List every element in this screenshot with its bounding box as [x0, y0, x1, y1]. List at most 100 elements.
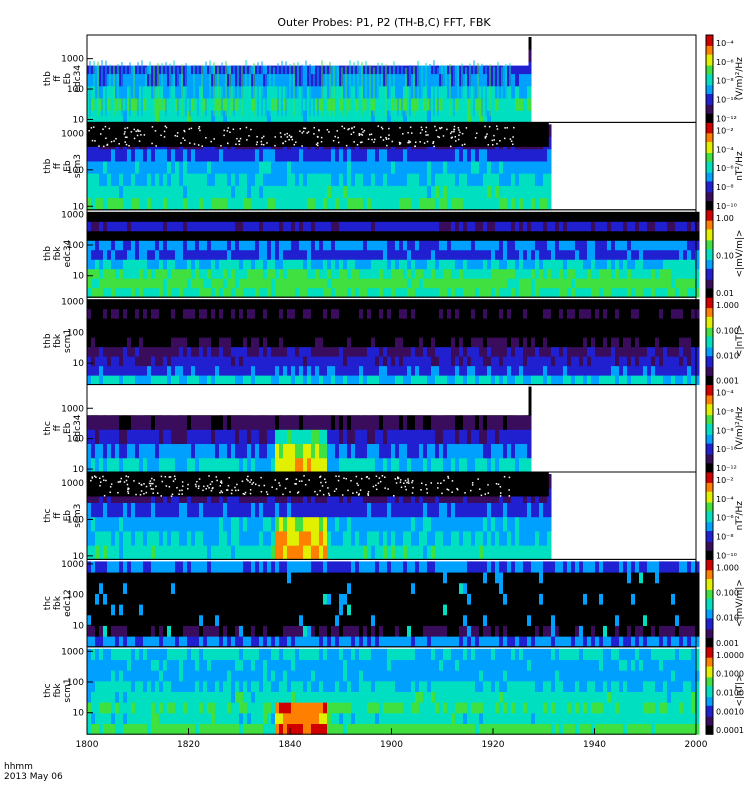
spectrogram-cell — [683, 221, 688, 232]
spectrogram-cell — [191, 161, 196, 174]
spectrogram-cell — [463, 173, 468, 186]
spectrogram-cell — [115, 230, 120, 241]
spectrogram-cell — [151, 268, 156, 279]
spectrogram-cell — [131, 375, 136, 386]
spectrogram-cell — [303, 327, 308, 338]
spectrogram-cell — [203, 337, 208, 348]
spectrogram-cell — [219, 211, 224, 222]
spectrogram-cell — [279, 85, 284, 99]
spectrogram-cell — [695, 308, 700, 319]
spectrogram-cell — [499, 287, 504, 298]
spectrogram-cell — [499, 98, 504, 111]
spectrogram-cell — [167, 259, 172, 270]
spectrogram-cell — [187, 240, 192, 251]
spectrogram-cell — [627, 375, 632, 386]
noise-dot — [282, 142, 284, 144]
spectrogram-cell — [447, 98, 452, 111]
spectrogram-cell — [495, 346, 500, 357]
spectrogram-cell — [115, 415, 120, 430]
spectrogram-cell — [347, 249, 352, 260]
spectrogram-cell — [159, 278, 164, 289]
spectrogram-cell — [247, 110, 252, 123]
spectrogram-cell — [263, 365, 268, 376]
spectrogram-cell — [159, 61, 164, 75]
spectrogram-cell — [659, 365, 664, 376]
spectrogram-cell — [147, 337, 152, 348]
spectrogram-cell — [199, 161, 204, 174]
spectrogram-cell — [679, 230, 684, 241]
spectrogram-cell — [243, 197, 248, 211]
colorbar-segment — [706, 59, 713, 62]
spectrogram-cell — [503, 110, 508, 123]
spectrogram-cell — [499, 240, 504, 251]
spectrogram-cell — [379, 287, 384, 298]
panel-ylabel: thbfbkedc34 — [43, 239, 73, 267]
spectrogram-cell — [323, 61, 328, 75]
spectrogram-cell — [687, 375, 692, 386]
spectrogram-cell — [395, 346, 400, 357]
colorbar-segment — [706, 87, 713, 91]
spectrogram-cell — [471, 259, 476, 270]
spectrogram-cell — [199, 318, 204, 329]
spectrogram-cell — [431, 365, 436, 376]
spectrogram-cell — [175, 356, 180, 367]
spectrogram-cell — [315, 221, 320, 232]
spectrogram-cell — [475, 299, 480, 310]
spectrogram-cell — [467, 318, 472, 329]
spectrogram-cell — [655, 240, 660, 251]
spectrogram-cell — [639, 249, 644, 260]
spectrogram-cell — [359, 161, 364, 174]
spectrogram-cell — [443, 318, 448, 329]
spectrogram-cell — [651, 375, 656, 386]
spectrogram-cell — [507, 161, 512, 174]
spectrogram-cell — [87, 110, 92, 123]
spectrogram-cell — [615, 259, 620, 270]
spectrogram-cell — [335, 110, 340, 123]
spectrogram-cell — [427, 346, 432, 357]
noise-dot — [182, 137, 184, 139]
spectrogram-cell — [331, 337, 336, 348]
spectrogram-cell — [583, 240, 588, 251]
spectrogram-cell — [307, 318, 312, 329]
noise-dot — [220, 145, 222, 147]
spectrogram-cell — [527, 148, 532, 162]
spectrogram-cell — [111, 110, 116, 123]
spectrogram-cell — [507, 375, 512, 386]
spectrogram-cell — [135, 185, 140, 199]
spectrogram-cell — [295, 221, 300, 232]
spectrogram-cell — [219, 61, 224, 75]
spectrogram-cell — [323, 268, 328, 279]
noise-dot — [352, 131, 355, 134]
spectrogram-cell — [199, 230, 204, 241]
spectrogram-cell — [319, 98, 324, 111]
spectrogram-cell — [263, 287, 268, 298]
spectrogram-cell — [207, 337, 212, 348]
spectrogram-cell — [319, 110, 324, 123]
spectrogram-cell — [111, 230, 116, 241]
spectrogram-cell — [87, 230, 92, 241]
spectrogram-cell — [355, 161, 360, 174]
spectrogram-cell — [211, 249, 216, 260]
spectrogram-cell — [359, 356, 364, 367]
spectrogram-cell — [411, 278, 416, 289]
spectrogram-cell — [351, 110, 356, 123]
spectrogram-cell — [103, 148, 108, 162]
spectrogram-cell — [227, 221, 232, 232]
spectrogram-cell — [299, 211, 304, 222]
spectrogram-cell — [359, 240, 364, 251]
spectrogram-cell — [299, 173, 304, 186]
noise-dot — [459, 131, 461, 134]
spectrogram-cell — [367, 249, 372, 260]
spectrogram-cell — [483, 318, 488, 329]
spectrogram-cell — [131, 240, 136, 251]
spectrogram-cell — [287, 211, 292, 222]
spectrogram-cell — [667, 278, 672, 289]
spectrogram-cell — [159, 240, 164, 251]
colorbar-segment — [706, 150, 713, 154]
spectrogram-cell — [275, 278, 280, 289]
spectrogram-cell — [319, 173, 324, 186]
spectrogram-cell — [315, 98, 320, 111]
spectrogram-cell — [587, 287, 592, 298]
spectrogram-cell — [559, 211, 564, 222]
spectrogram-cell — [423, 249, 428, 260]
